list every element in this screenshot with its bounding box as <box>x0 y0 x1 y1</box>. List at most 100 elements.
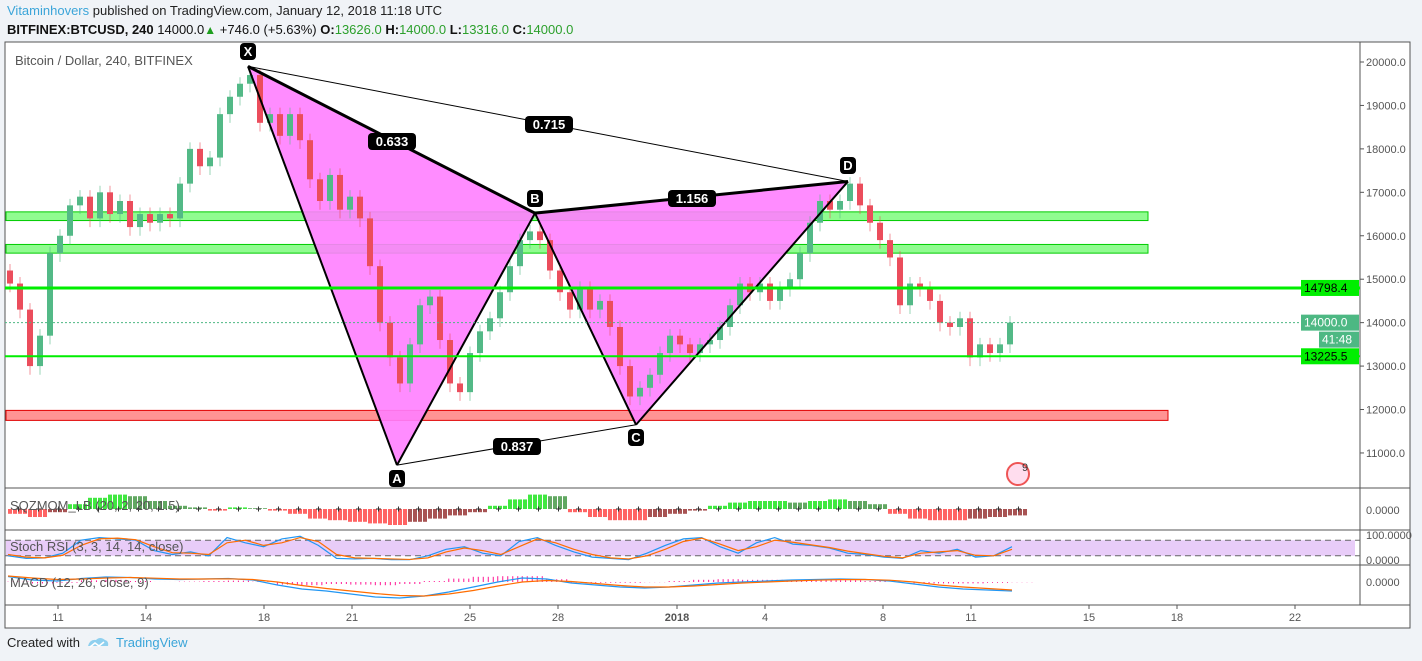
sqzmom-bar <box>213 509 217 511</box>
sqzmom-bar <box>478 509 482 513</box>
sqzmom-bar <box>953 509 957 521</box>
sqzmom-bar <box>38 509 42 517</box>
sqzmom-cross-marker <box>36 506 41 512</box>
candle-body <box>267 114 273 123</box>
macd-label: MACD (12, 26, close, 9) <box>10 575 149 590</box>
x-tick-label: 14 <box>140 612 152 624</box>
candle-body <box>437 296 443 341</box>
sqzmom-bar <box>218 509 222 511</box>
sqzmom-cross-marker <box>576 506 581 512</box>
point-x-label-bg <box>240 43 256 60</box>
sqzmom-bar <box>838 499 842 509</box>
candle-body <box>337 174 343 210</box>
candle-body <box>877 222 883 241</box>
candle-body <box>637 387 643 397</box>
sqzmom-cross-marker <box>676 506 681 512</box>
high-label: H: <box>385 22 400 37</box>
candle-body <box>57 235 63 254</box>
sqzmom-bar <box>333 509 337 521</box>
point-d-label-bg <box>840 157 856 174</box>
candle-body <box>157 214 163 223</box>
candle-body <box>167 214 173 219</box>
sqzmom-cross-marker <box>496 506 501 512</box>
low-value: 13316.0 <box>461 22 509 37</box>
candle-body <box>527 231 533 241</box>
sqzmom-bar <box>98 497 102 509</box>
sqzmom-bar <box>468 509 472 513</box>
sqzmom-bar <box>428 509 432 519</box>
sqzmom-cross-marker <box>516 506 521 512</box>
sqzmom-bar <box>423 509 427 522</box>
last-price-label: 14000.0 <box>1304 316 1348 330</box>
sqzmom-bar <box>903 509 907 514</box>
candle-body <box>817 201 823 223</box>
macd-signal-line <box>7 575 1013 597</box>
candle-body <box>587 287 593 310</box>
publisher-link[interactable]: Vitaminhovers <box>7 3 90 18</box>
sqzmom-bar <box>1008 509 1012 516</box>
sqzmom-bar <box>768 501 772 509</box>
sqzmom-bar <box>783 501 787 509</box>
sqzmom-cross-marker <box>656 506 661 512</box>
pattern-ab-line <box>396 212 536 466</box>
sqzmom-bar <box>153 501 157 509</box>
sqzmom-bar <box>848 501 852 509</box>
sqzmom-bar <box>598 509 602 517</box>
candle-body <box>967 318 973 358</box>
candle-body <box>677 335 683 345</box>
x-tick-label: 15 <box>1083 612 1095 624</box>
candle-body <box>197 148 203 167</box>
y-tick-label: 18000.0 <box>1366 144 1406 156</box>
sqzmom-bar <box>853 501 857 509</box>
sqzmom-bar <box>633 509 637 521</box>
sqzmom-cross-marker <box>236 506 241 512</box>
candle-body <box>407 344 413 384</box>
sqzmom-bar <box>318 509 322 519</box>
y-tick-label: 12000.0 <box>1366 405 1406 417</box>
sqzmom-bar <box>893 509 897 514</box>
y-tick-label: 15000.0 <box>1366 274 1406 286</box>
sqzmom-bar <box>418 509 422 522</box>
sqzmom-bar <box>823 501 827 509</box>
sqzmom-bar <box>928 509 932 521</box>
candle-body <box>537 231 543 241</box>
x-tick-label: 25 <box>464 612 476 624</box>
candle-body <box>807 222 813 254</box>
stoch-k-line <box>7 535 1013 561</box>
sqzmom-bar <box>73 504 77 509</box>
sqzmom-bar <box>93 497 97 509</box>
candle-body <box>647 374 653 388</box>
ratio-xd-label-bg <box>525 116 573 133</box>
sqzmom-bar <box>83 504 87 509</box>
sqzmom-bar <box>378 509 382 524</box>
last-price: 14000.0 <box>157 22 205 37</box>
sqzmom-bar <box>658 509 662 517</box>
candle-body <box>947 322 953 327</box>
sqzmom-bar <box>643 509 647 521</box>
sqzmom-bar <box>123 494 127 509</box>
candle-body <box>347 196 353 210</box>
candle-body <box>447 340 453 384</box>
sqzmom-bar <box>43 509 47 517</box>
x-tick-label: 21 <box>346 612 358 624</box>
stoch-band <box>6 540 1355 556</box>
tradingview-link[interactable]: TradingView <box>115 635 188 650</box>
sqzmom-bar <box>1023 509 1027 516</box>
y-tick-label: 17000.0 <box>1366 187 1406 199</box>
sqzmom-bar <box>603 509 607 517</box>
sqzmom-bar <box>233 507 237 509</box>
x-tick-label: 28 <box>552 612 564 624</box>
sqzmom-bar <box>943 509 947 521</box>
sqzmom-bar <box>8 509 12 514</box>
sqzmom-bar <box>228 507 232 509</box>
sqzmom-bar <box>973 509 977 519</box>
sqzmom-bar <box>388 509 392 525</box>
sqzmom-bar <box>833 499 837 509</box>
sqzmom-bar <box>58 509 62 513</box>
candle-body <box>797 253 803 280</box>
candle-body <box>847 183 853 202</box>
candle-body <box>887 240 893 258</box>
sqzmom-bar <box>78 504 82 509</box>
candle-body <box>957 318 963 327</box>
